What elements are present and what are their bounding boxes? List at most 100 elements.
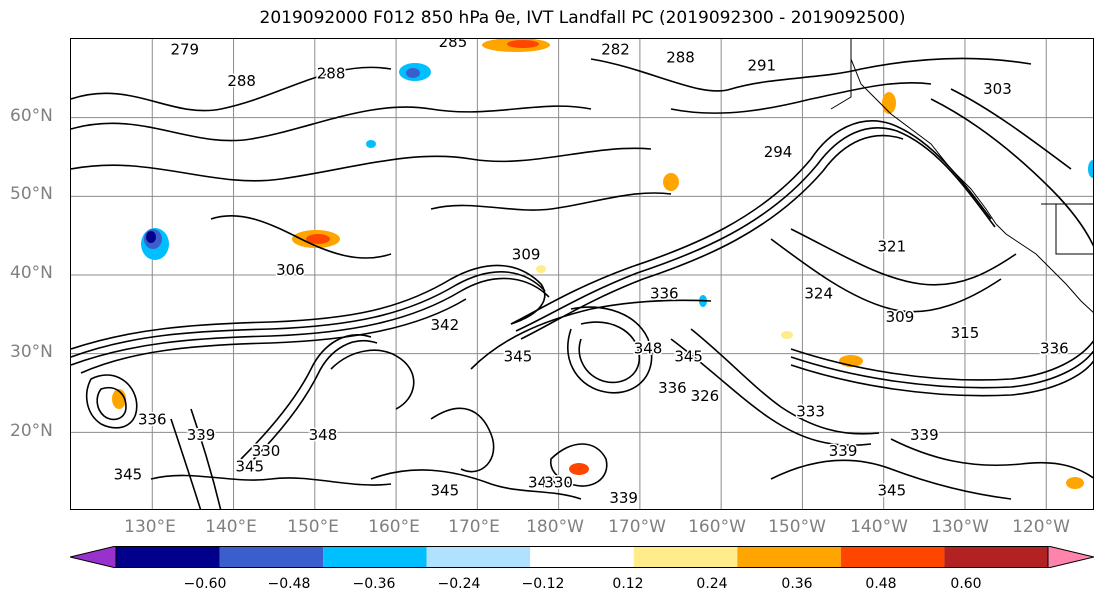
colorbar-outline [115,546,1049,568]
shade-blob [306,234,330,244]
colorbar-tick: 0.60 [950,576,982,592]
coastline [830,39,852,110]
contour-line [370,469,582,500]
contour-line [190,408,222,509]
colorbar-tick: −0.12 [521,576,565,592]
shade-blob [569,463,589,475]
colorbar-extend-high [1047,546,1094,568]
shade-blob [781,331,793,339]
contour-value-label: 336 [1040,340,1069,358]
shade-blob [1088,160,1093,178]
contour-line [590,57,1032,92]
contour-value-label: 333 [796,403,825,421]
colorbar-tick: 0.36 [781,576,813,592]
contour-line [430,407,495,473]
contour-value-label: 339 [187,426,216,444]
contour-value-label: 345 [878,481,907,499]
contour-line [71,277,550,366]
contour-value-label: 306 [276,261,305,279]
contour-value-label: 348 [634,340,663,358]
contour-line [71,105,592,142]
contour-line [330,349,415,410]
lon-label-150w: 150°W [768,517,826,537]
lat-label-30n: 30°N [10,342,53,362]
contour-line [578,321,641,384]
colorbar [70,546,1094,568]
lat-label-20n: 20°N [10,421,53,441]
contour-line [790,360,1093,397]
contour-line [150,474,392,486]
lon-label-130e: 130°E [124,517,176,537]
contour-value-label: 303 [983,80,1012,98]
contour-value-label: 345 [235,458,264,476]
shade-blob [663,173,679,191]
colorbar-extend-low [70,546,117,568]
lon-label-150e: 150°E [287,517,339,537]
contour-line [520,134,904,340]
contour-line [170,418,202,509]
contour-value-label: 309 [512,245,541,263]
lon-label-140w: 140°W [850,517,908,537]
contour-line [670,82,932,114]
lon-label-140e: 140°E [205,517,257,537]
contour-line [210,215,392,259]
lon-label-160e: 160°E [368,517,420,537]
contour-value-label: 324 [804,285,833,303]
shade-blob [366,140,376,148]
map-canvas: 2852822882912942912943032792882883063093… [71,39,1093,509]
contour-line [248,340,378,465]
contour-line [430,192,672,211]
colorbar-segment [944,546,1048,568]
contour-line [950,88,1072,170]
colorbar-segment [633,546,738,568]
contour-value-label: 336 [650,285,679,303]
shade-blob [146,231,156,243]
colorbar-segment [737,546,841,568]
contour-value-label: 282 [601,41,630,59]
map-panel: 2852822882912942912943032792882883063093… [70,38,1094,510]
colorbar-segment [426,546,531,568]
colorbar-segment [323,546,427,568]
lon-label-120w: 120°W [1012,517,1070,537]
shade-blob [406,68,420,78]
coastline [1055,204,1093,255]
contour-value-label: 345 [114,466,143,484]
contour-value-label: 288 [666,49,695,67]
contour-line [567,306,653,394]
colorbar-segment [530,546,634,568]
colorbar-tick: 0.24 [696,576,728,592]
page-title: 2019092000 F012 850 hPa θe, IVT Landfall… [259,8,906,28]
contour-line [790,350,1093,389]
contour-line [790,228,1017,286]
contour-value-labels: 2852822882912942912943032792882883063093… [112,39,1070,509]
colorbar-tick: 0.48 [865,576,897,592]
contour-value-label: 345 [674,348,703,366]
contour-line [71,147,652,182]
coastline [850,39,997,225]
lon-label-170w: 170°W [608,517,666,537]
contour-line [85,374,138,429]
shade-blob [882,92,896,114]
contour-value-label: 342 [431,316,460,334]
contour-line [930,98,1093,247]
lat-label-50n: 50°N [10,184,53,204]
colorbar-tick: −0.60 [183,576,227,592]
lat-label-40n: 40°N [10,263,53,283]
contour-line [790,340,1093,381]
theta-e-contours [71,57,1093,509]
lon-label-170e: 170°E [448,517,500,537]
contour-value-label: 336 [138,410,167,428]
contour-value-label: 294 [764,143,793,161]
colorbar-segment [219,546,324,568]
coastlines [830,39,1093,313]
shade-blob [507,40,539,48]
contour-value-label: 326 [691,387,720,405]
colorbar-tick: −0.24 [437,576,481,592]
contour-line [690,328,880,435]
colorbar-tick: −0.36 [352,576,396,592]
lon-label-160w: 160°W [688,517,746,537]
contour-value-label: 285 [439,39,468,51]
contour-value-label: 345 [431,481,460,499]
contour-line [670,338,872,447]
contour-value-label: 339 [910,426,939,444]
